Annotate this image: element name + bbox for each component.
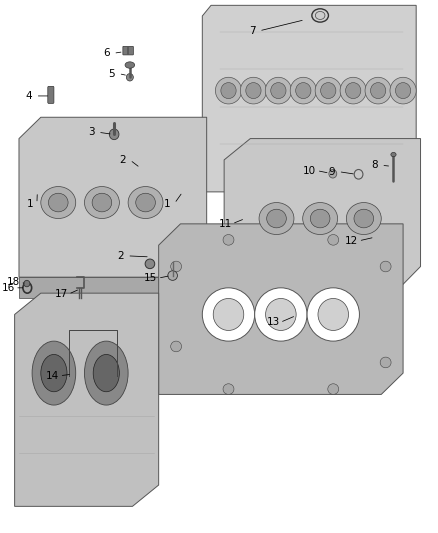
Ellipse shape [254, 288, 307, 341]
Ellipse shape [145, 259, 155, 269]
Ellipse shape [380, 261, 391, 272]
Polygon shape [19, 277, 185, 298]
Ellipse shape [171, 341, 182, 352]
Ellipse shape [396, 83, 411, 99]
Ellipse shape [303, 203, 338, 235]
Ellipse shape [223, 384, 234, 394]
Text: 5: 5 [108, 69, 115, 78]
Text: 14: 14 [46, 371, 59, 381]
Ellipse shape [340, 77, 366, 104]
Ellipse shape [49, 193, 68, 212]
Polygon shape [159, 224, 403, 394]
Text: 3: 3 [88, 127, 94, 137]
Ellipse shape [346, 83, 361, 99]
Polygon shape [224, 139, 420, 293]
Ellipse shape [223, 235, 234, 245]
Ellipse shape [171, 261, 182, 272]
Ellipse shape [315, 77, 341, 104]
Ellipse shape [321, 83, 336, 99]
Polygon shape [19, 117, 207, 277]
Ellipse shape [85, 341, 128, 405]
Text: 4: 4 [25, 91, 32, 101]
Ellipse shape [307, 288, 360, 341]
Ellipse shape [328, 235, 339, 245]
Ellipse shape [315, 12, 325, 19]
FancyBboxPatch shape [123, 46, 133, 55]
Ellipse shape [110, 129, 119, 140]
Ellipse shape [259, 203, 294, 235]
Text: 16: 16 [1, 283, 15, 293]
Ellipse shape [391, 152, 396, 157]
Text: 15: 15 [144, 273, 157, 283]
Ellipse shape [365, 77, 391, 104]
Text: 9: 9 [328, 167, 335, 176]
Ellipse shape [390, 77, 416, 104]
Polygon shape [14, 293, 159, 506]
Ellipse shape [354, 209, 374, 228]
Ellipse shape [213, 298, 244, 330]
Ellipse shape [328, 384, 339, 394]
Ellipse shape [371, 83, 386, 99]
Ellipse shape [246, 83, 261, 99]
Ellipse shape [290, 77, 316, 104]
Ellipse shape [126, 74, 133, 81]
Ellipse shape [85, 187, 120, 219]
Text: 7: 7 [249, 26, 255, 36]
Ellipse shape [240, 77, 267, 104]
Text: 18: 18 [7, 278, 20, 287]
FancyBboxPatch shape [48, 86, 54, 103]
Ellipse shape [267, 209, 286, 228]
Text: 11: 11 [219, 219, 232, 229]
Ellipse shape [93, 354, 120, 392]
Ellipse shape [346, 203, 381, 235]
Ellipse shape [125, 62, 134, 68]
Ellipse shape [329, 169, 337, 178]
Ellipse shape [32, 341, 76, 405]
Ellipse shape [271, 83, 286, 99]
Ellipse shape [265, 77, 291, 104]
Text: 2: 2 [120, 155, 126, 165]
Text: 1: 1 [164, 199, 171, 208]
Text: 17: 17 [55, 289, 68, 299]
Text: 2: 2 [117, 251, 124, 261]
Text: 8: 8 [371, 160, 378, 170]
Text: 1: 1 [27, 199, 33, 208]
Ellipse shape [221, 83, 236, 99]
Ellipse shape [202, 288, 254, 341]
Text: 12: 12 [345, 236, 358, 246]
Text: 13: 13 [266, 318, 279, 327]
Ellipse shape [318, 298, 349, 330]
Ellipse shape [265, 298, 296, 330]
Ellipse shape [41, 354, 67, 392]
Ellipse shape [24, 280, 30, 287]
Ellipse shape [41, 187, 76, 219]
Ellipse shape [215, 77, 242, 104]
Text: 6: 6 [103, 49, 110, 58]
Polygon shape [202, 5, 416, 192]
Ellipse shape [380, 357, 391, 368]
Ellipse shape [128, 187, 163, 219]
Ellipse shape [296, 83, 311, 99]
Text: 10: 10 [303, 166, 316, 175]
Ellipse shape [92, 193, 112, 212]
Ellipse shape [136, 193, 155, 212]
Ellipse shape [311, 209, 330, 228]
Ellipse shape [168, 271, 177, 280]
